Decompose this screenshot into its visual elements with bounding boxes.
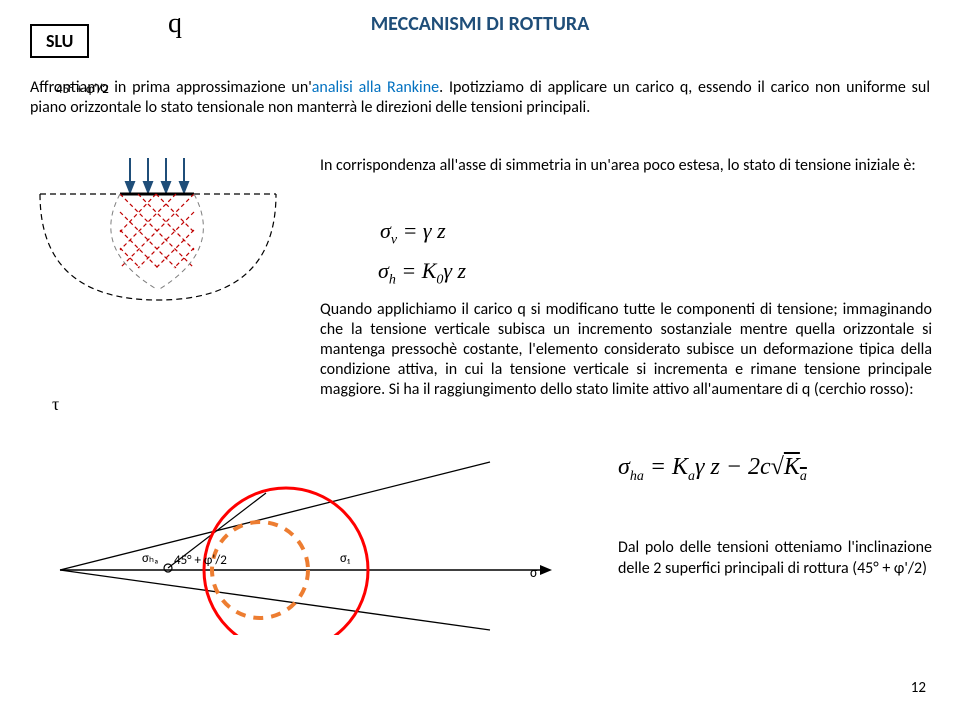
mohr-figure: [40, 440, 580, 635]
foundation-figure: [30, 150, 310, 330]
sigma-ha-label: σₕₐ: [142, 551, 159, 566]
wedge-angle-label: 45° + φ'/2: [56, 82, 109, 97]
text-initial-stress: In corrispondenza all'asse di simmetria …: [320, 156, 930, 176]
page-number: 12: [911, 679, 926, 697]
formula-sigma-h: σh = K0γ z: [378, 258, 466, 288]
page-title: MECCANISMI DI ROTTURA: [0, 12, 960, 36]
formula-sigma-v: σv = γ z: [380, 218, 446, 248]
sigma-1-label: σ₁: [340, 551, 350, 566]
intro-paragraph: Affrontiamo in prima approssimazione un'…: [30, 78, 930, 118]
text-pole: Dal polo delle tensioni otteniamo l'incl…: [618, 538, 932, 580]
mohr-angle-label: 45° + φ'/2: [174, 553, 227, 568]
tau-axis-label: τ: [52, 394, 59, 415]
sigma-axis-label: σ: [530, 564, 537, 581]
q-label: q: [168, 8, 182, 40]
text-active-state: Quando applichiamo il carico q si modifi…: [320, 300, 932, 400]
intro-rankine: analisi alla Rankine: [312, 78, 439, 97]
formula-sigma-ha: σha = Kaγ z − 2c√Ka: [618, 454, 807, 485]
slu-box: SLU: [30, 24, 89, 58]
